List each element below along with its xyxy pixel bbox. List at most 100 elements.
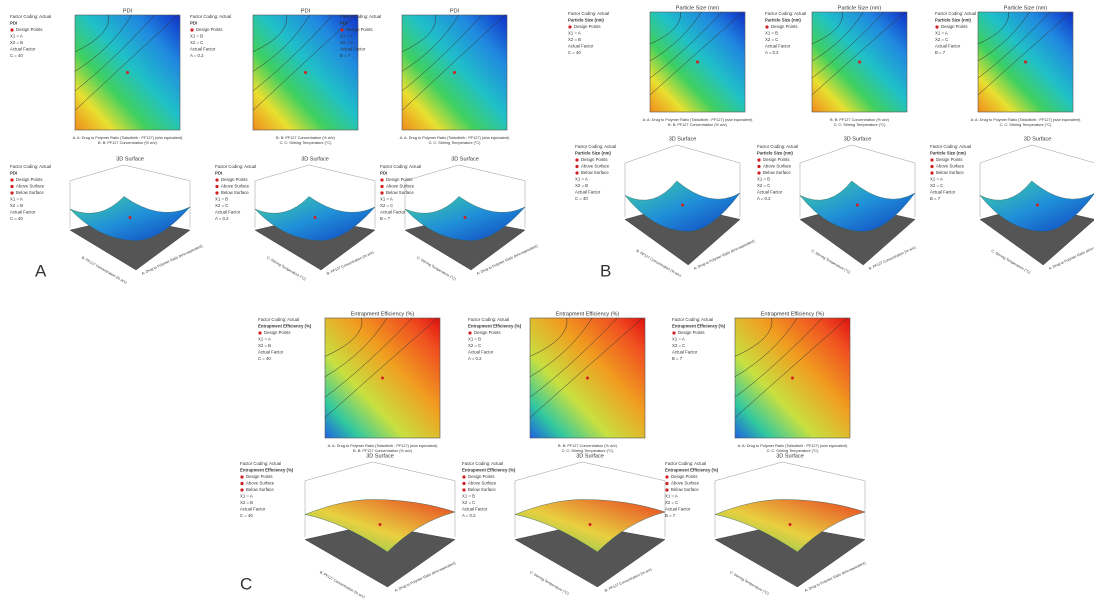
legend-text: Design Points xyxy=(221,177,248,182)
legend-text: PDI xyxy=(10,21,17,26)
axis-label: C: Stirring Temperature (°C) xyxy=(529,570,570,596)
plot-title: Particle Size (nm) xyxy=(838,5,882,11)
legend-dot xyxy=(930,158,933,161)
design-point xyxy=(304,71,307,74)
design-point xyxy=(379,523,382,526)
legend-dot xyxy=(930,171,933,174)
legend-text: Below Surface xyxy=(386,190,414,195)
legend-dot xyxy=(757,158,760,161)
legend-text: Design Points xyxy=(468,474,495,479)
legend-text: Actual Factor xyxy=(215,210,241,215)
legend-text: Factor Coding: Actual xyxy=(757,144,798,149)
legend-dot xyxy=(240,482,243,485)
legend-text: X2 = C xyxy=(672,343,685,348)
legend-text: Actual Factor xyxy=(340,47,366,52)
page: A PDI A: A: Drug to Polymer Ratio (Tofacit… xyxy=(0,0,1094,600)
legend-text: Particle Size (nm) xyxy=(575,151,611,156)
legend-text: Particle Size (nm) xyxy=(930,151,966,156)
legend-text: Actual Factor xyxy=(575,190,601,195)
legend-text: Above Surface xyxy=(581,164,610,169)
legend-text: Factor Coding: Actual xyxy=(930,144,971,149)
legend-text: Design Points xyxy=(763,157,790,162)
axis-label: A: A: Drug to Polymer Ratio (Tofacitinib… xyxy=(400,136,510,140)
surface-plot xyxy=(305,462,455,587)
legend-text: X2 = C xyxy=(468,343,481,348)
axis-label: C: Stirring Temperature (°C) xyxy=(729,570,770,596)
legend-text: Design Points xyxy=(936,157,963,162)
axis-label: A: A: Drug to Polymer Ratio (Tofacitinib… xyxy=(643,118,753,122)
plot-title: Particle Size (nm) xyxy=(1004,5,1048,11)
legend-text: Actual Factor xyxy=(240,507,266,512)
legend-text: Factor Coding: Actual xyxy=(665,461,706,466)
plot-title: Entrapment Efficiency (%) xyxy=(351,311,415,317)
plot-title: 3D Surface xyxy=(451,156,479,162)
design-point xyxy=(589,523,592,526)
legend-text: Entrapment Efficiency (%) xyxy=(258,324,312,329)
legend-text: X2 = C xyxy=(380,203,393,208)
legend-dot xyxy=(665,488,668,491)
legend-text: B = 7 xyxy=(935,50,946,55)
axis-label: C: Stirring Temperature (°C) xyxy=(416,256,457,282)
legend-text: PDI xyxy=(340,21,347,26)
legend-dot xyxy=(10,185,13,188)
legend-dot xyxy=(468,331,471,334)
axis-label: B: B: PF127 Concentration (% w/v) xyxy=(276,136,336,140)
legend-text: X1 = B xyxy=(757,177,770,182)
legend-text: A = 0.2 xyxy=(765,50,779,55)
legend-text: X1 = A xyxy=(10,197,23,202)
design-point xyxy=(314,216,317,219)
legend-dot xyxy=(665,475,668,478)
legend-text: Actual Factor xyxy=(468,350,494,355)
legend-text: X2 = C xyxy=(765,37,778,42)
design-point xyxy=(464,216,467,219)
legend-text: Actual Factor xyxy=(258,350,284,355)
plot-title: PDI xyxy=(301,8,311,14)
legend-dot xyxy=(10,28,13,31)
legend-text: Above Surface xyxy=(671,481,700,486)
legend-dot xyxy=(258,331,261,334)
legend-text: Above Surface xyxy=(936,164,965,169)
legend-text: B = 7 xyxy=(665,513,676,518)
legend-dot xyxy=(380,185,383,188)
plot-title: 3D Surface xyxy=(116,156,144,162)
plot-title: 3D Surface xyxy=(301,156,329,162)
axis-label: C: C: Stirring Temperature (°C) xyxy=(1000,123,1053,127)
legend-text: C = 40 xyxy=(10,53,23,58)
legend-dot xyxy=(10,191,13,194)
axis-label: B: B: PF127 Concentration (% w/v) xyxy=(830,118,890,122)
legend-dot xyxy=(462,488,465,491)
axis-label: B: PF127 Concentration (% w/v) xyxy=(319,570,365,599)
surface-plot xyxy=(515,462,665,587)
legend-text: X1 = B xyxy=(468,337,481,342)
legend-text: PDI xyxy=(10,171,17,176)
panel-label: B xyxy=(600,261,611,280)
panel-label: A xyxy=(35,261,47,280)
legend-text: X1 = A xyxy=(665,494,678,499)
legend-text: Actual Factor xyxy=(10,47,36,52)
axis-label: B: B: PF127 Concentration (% w/v) xyxy=(98,141,158,145)
design-point xyxy=(858,61,861,64)
legend-dot xyxy=(340,28,343,31)
contour-plot xyxy=(812,12,907,112)
legend-text: Actual Factor xyxy=(935,44,961,49)
surface-plot xyxy=(255,165,375,270)
design-point xyxy=(791,377,794,380)
legend-text: Entrapment Efficiency (%) xyxy=(240,468,294,473)
legend-text: B = 7 xyxy=(672,356,683,361)
legend-dot xyxy=(672,331,675,334)
plot-title: PDI xyxy=(450,8,460,14)
legend-text: Design Points xyxy=(264,330,291,335)
design-point xyxy=(681,204,684,207)
contour-plot xyxy=(325,318,440,438)
design-point xyxy=(381,377,384,380)
legend-text: Factor Coding: Actual xyxy=(468,317,509,322)
legend-dot xyxy=(935,25,938,28)
legend-text: Below Surface xyxy=(468,487,496,492)
legend-text: Actual Factor xyxy=(765,44,791,49)
legend-text: Factor Coding: Actual xyxy=(215,164,256,169)
axis-label: A: A: Drug to Polymer Ratio (Tofacitinib… xyxy=(971,118,1081,122)
legend-text: A = 0.2 xyxy=(190,53,204,58)
legend-dot xyxy=(240,475,243,478)
legend-text: Factor Coding: Actual xyxy=(190,14,231,19)
legend-text: Factor Coding: Actual xyxy=(672,317,713,322)
